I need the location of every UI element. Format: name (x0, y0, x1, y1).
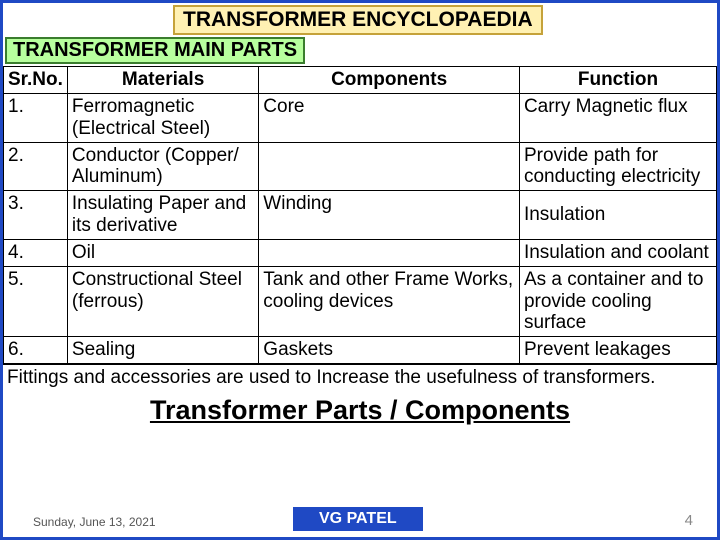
cell-components (259, 142, 520, 191)
cell-sr: 1. (4, 93, 68, 142)
cell-components: Core (259, 93, 520, 142)
header-components: Components (259, 67, 520, 94)
cell-materials: Ferromagnetic (Electrical Steel) (67, 93, 258, 142)
cell-sr: 3. (4, 191, 68, 240)
table-row: 5. Constructional Steel (ferrous) Tank a… (4, 266, 717, 337)
table-header-row: Sr.No. Materials Components Function (4, 67, 717, 94)
cell-materials: Oil (67, 239, 258, 266)
cell-function: Prevent leakages (519, 337, 716, 364)
cell-function: Provide path for conducting electricity (519, 142, 716, 191)
page-title: TRANSFORMER ENCYCLOPAEDIA (173, 5, 543, 35)
cell-materials: Conductor (Copper/ Aluminum) (67, 142, 258, 191)
table-row: 4. Oil Insulation and coolant (4, 239, 717, 266)
cell-components: Winding (259, 191, 520, 240)
table-row: 1. Ferromagnetic (Electrical Steel) Core… (4, 93, 717, 142)
header-function: Function (519, 67, 716, 94)
cell-function: As a container and to provide cooling su… (519, 266, 716, 337)
slide-frame: TRANSFORMER ENCYCLOPAEDIA TRANSFORMER MA… (0, 0, 720, 540)
footnote-text: Fittings and accessories are used to Inc… (3, 364, 717, 391)
cell-materials: Sealing (67, 337, 258, 364)
cell-components: Tank and other Frame Works, cooling devi… (259, 266, 520, 337)
footer-date: Sunday, June 13, 2021 (33, 515, 156, 529)
cell-materials: Constructional Steel (ferrous) (67, 266, 258, 337)
cell-sr: 5. (4, 266, 68, 337)
table-row: 2. Conductor (Copper/ Aluminum) Provide … (4, 142, 717, 191)
section-subtitle: TRANSFORMER MAIN PARTS (5, 37, 305, 64)
footer-page-number: 4 (685, 512, 693, 529)
cell-function: Carry Magnetic flux (519, 93, 716, 142)
table-row: 6. Sealing Gaskets Prevent leakages (4, 337, 717, 364)
cell-sr: 2. (4, 142, 68, 191)
cell-sr: 4. (4, 239, 68, 266)
header-materials: Materials (67, 67, 258, 94)
cell-components: Gaskets (259, 337, 520, 364)
bottom-title: Transformer Parts / Components (3, 395, 717, 426)
cell-materials: Insulating Paper and its derivative (67, 191, 258, 240)
footer: Sunday, June 13, 2021 VG PATEL 4 (3, 507, 717, 531)
parts-table: Sr.No. Materials Components Function 1. … (3, 66, 717, 364)
cell-components (259, 239, 520, 266)
header-sr: Sr.No. (4, 67, 68, 94)
footer-author: VG PATEL (293, 507, 423, 531)
cell-function: Insulation (519, 191, 716, 240)
table-row: 3. Insulating Paper and its derivative W… (4, 191, 717, 240)
cell-sr: 6. (4, 337, 68, 364)
cell-function: Insulation and coolant (519, 239, 716, 266)
